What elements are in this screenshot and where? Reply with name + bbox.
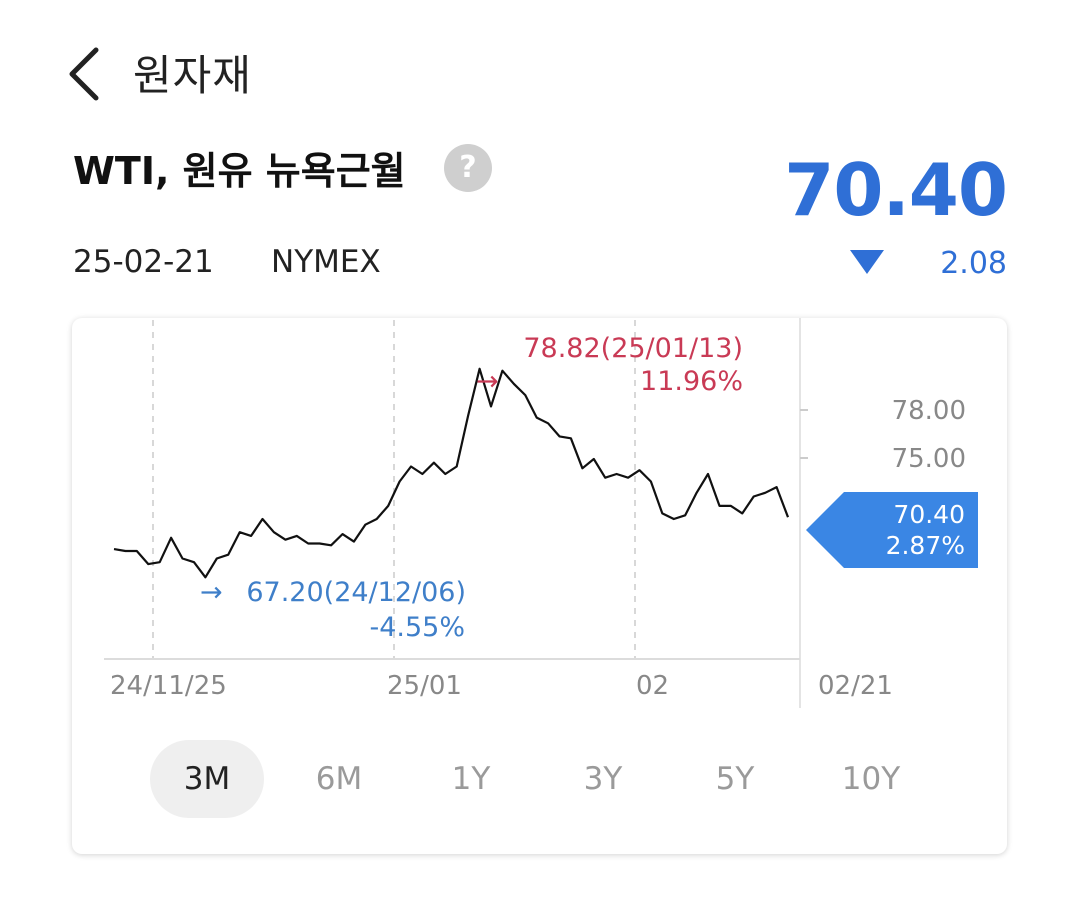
quote-date: 25-02-21 bbox=[73, 244, 214, 280]
price-change: 2.08 bbox=[940, 246, 1007, 281]
price-chart[interactable]: 24/11/25 25/01 02 02/21 78.00 75.00 → 78… bbox=[72, 318, 1007, 718]
triangle-down-icon bbox=[850, 250, 884, 274]
x-tick-label: 02/21 bbox=[818, 671, 893, 701]
period-tab-3m[interactable]: 3M bbox=[150, 740, 264, 818]
period-tab-5y[interactable]: 5Y bbox=[715, 761, 755, 797]
last-price-value: 70.40 bbox=[893, 500, 965, 529]
y-tick-label: 75.00 bbox=[892, 444, 966, 474]
chevron-left-icon bbox=[69, 47, 99, 101]
low-arrow: → bbox=[200, 577, 223, 608]
low-annotation-pct: -4.55% bbox=[369, 612, 465, 643]
chart-card: 24/11/25 25/01 02 02/21 78.00 75.00 → 78… bbox=[72, 318, 1007, 854]
x-tick-label: 24/11/25 bbox=[110, 671, 227, 701]
current-price: 70.40 bbox=[784, 148, 1008, 232]
x-tick-label: 25/01 bbox=[387, 671, 462, 701]
period-tab-1y[interactable]: 1Y bbox=[451, 761, 491, 797]
instrument-name: WTI, 원유 뉴욕근월 bbox=[73, 149, 406, 193]
x-tick-label: 02 bbox=[636, 671, 669, 701]
high-arrow: → bbox=[476, 366, 499, 397]
high-annotation-pct: 11.96% bbox=[640, 366, 743, 397]
back-button[interactable] bbox=[62, 44, 110, 104]
price-series-line bbox=[113, 367, 790, 579]
period-tab-10y[interactable]: 10Y bbox=[841, 761, 901, 797]
high-annotation-label: 78.82(25/01/13) bbox=[523, 333, 743, 364]
low-annotation-label: 67.20(24/12/06) bbox=[246, 577, 466, 608]
help-icon[interactable]: ? bbox=[444, 144, 492, 192]
period-tab-6m[interactable]: 6M bbox=[315, 761, 363, 797]
last-price-tag bbox=[806, 492, 978, 568]
period-selector: 3M 6M 1Y 3Y 5Y 10Y bbox=[150, 740, 930, 818]
page-title: 원자재 bbox=[133, 51, 252, 100]
period-tab-3y[interactable]: 3Y bbox=[583, 761, 623, 797]
exchange-name: NYMEX bbox=[271, 244, 381, 280]
last-price-pct: 2.87% bbox=[886, 531, 965, 560]
y-tick-label: 78.00 bbox=[892, 396, 966, 426]
